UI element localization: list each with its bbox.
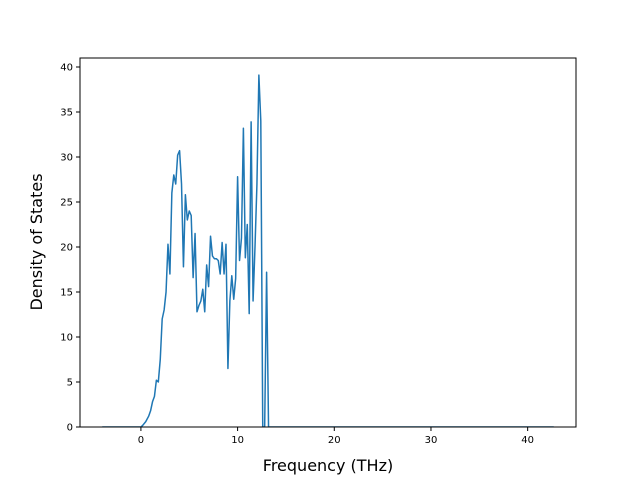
y-tick-label: 40: [60, 63, 73, 74]
x-tick-label: 40: [521, 435, 534, 446]
y-tick-label: 15: [60, 288, 73, 299]
plot-layer: [102, 74, 554, 427]
x-axis-ticks: 0 10 20 30 40: [138, 427, 534, 446]
y-axis-label: Density of States: [27, 173, 46, 310]
x-tick-label: 0: [138, 435, 144, 446]
y-tick-label: 30: [60, 153, 73, 164]
y-tick-label: 0: [67, 423, 73, 434]
x-tick-label: 10: [231, 435, 244, 446]
y-axis-ticks: 0 5 10 15 20 25 30 35 40: [60, 63, 80, 434]
x-axis-label: Frequency (THz): [263, 456, 393, 475]
y-tick-label: 10: [60, 333, 73, 344]
y-tick-label: 5: [67, 378, 73, 389]
dos-series-line-0: [102, 74, 554, 427]
y-tick-label: 25: [60, 198, 73, 209]
x-tick-label: 30: [425, 435, 438, 446]
x-tick-label: 20: [328, 435, 341, 446]
y-tick-label: 20: [60, 243, 73, 254]
y-tick-label: 35: [60, 108, 73, 119]
axes-frame: [79, 57, 577, 428]
